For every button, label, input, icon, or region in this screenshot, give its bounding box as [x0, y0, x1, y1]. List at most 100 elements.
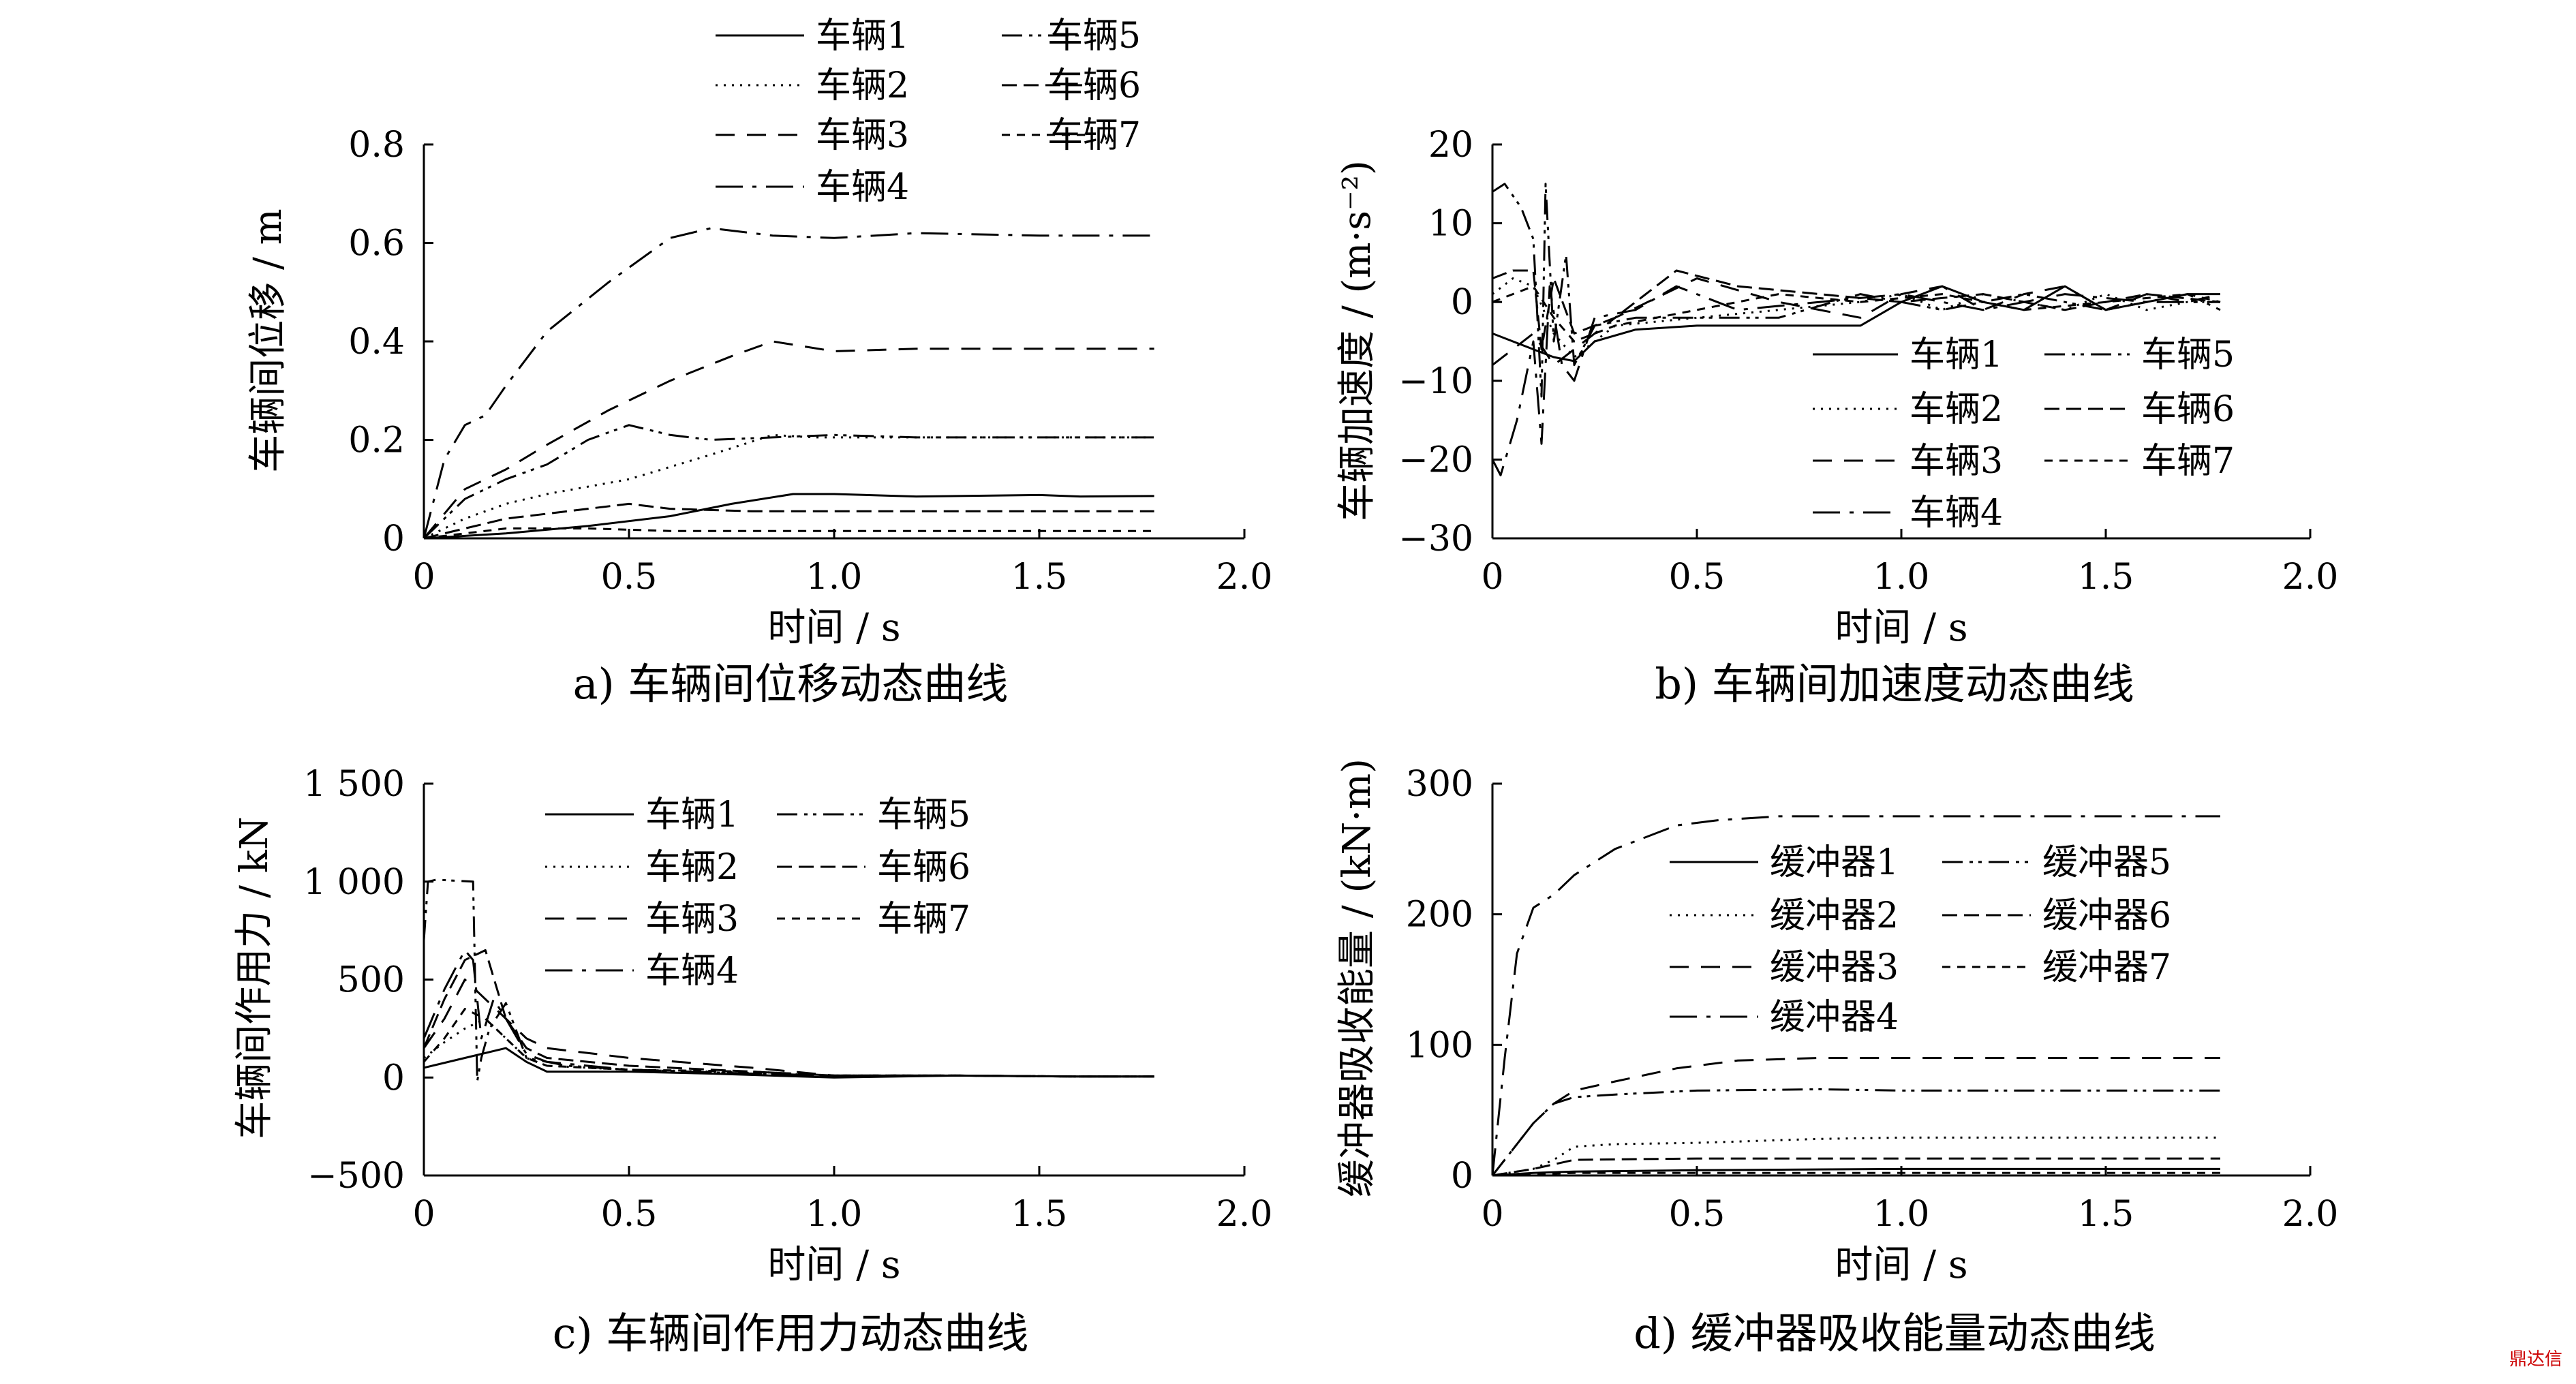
- series-line-6: [1492, 1157, 2220, 1177]
- x-tick-label: 1.5: [1011, 1194, 1068, 1235]
- x-tick-label: 2.0: [1216, 557, 1273, 598]
- y-axis-label: 缓冲器吸收能量 / (kN·m): [1335, 758, 1379, 1197]
- x-tick-label: 2.0: [1216, 1194, 1273, 1235]
- panel-caption: a) 车辆间位移动态曲线: [573, 659, 1009, 709]
- y-tick-label: 200: [1406, 895, 1473, 936]
- legend-label: 车辆4: [645, 951, 739, 991]
- y-tick-label: 20: [1428, 125, 1473, 166]
- series-line-4: [1491, 815, 2220, 1176]
- legend-label: 车辆5: [2141, 335, 2235, 375]
- y-tick-label: 1 000: [303, 862, 405, 903]
- y-tick-label: 0.8: [348, 125, 405, 166]
- legend-label: 车辆1: [645, 795, 739, 835]
- legend-label: 缓冲器4: [1770, 997, 1899, 1038]
- series-line-3: [423, 340, 1154, 539]
- legend-label: 车辆5: [1047, 16, 1141, 57]
- x-axis-label: 时间 / s: [1835, 606, 1967, 650]
- series-line-4: [423, 227, 1154, 539]
- legend-label: 缓冲器7: [2042, 947, 2171, 988]
- panel-a-displacement: 0 0.5 1.0 1.5 2.0 0 0.2 0.4 0.6 0.8 时间 / s 车辆间位移 / …: [246, 16, 1272, 709]
- panel-caption: d) 缓冲器吸收能量动态曲线: [1634, 1308, 2156, 1358]
- y-tick-label: 0.2: [348, 420, 405, 461]
- x-tick-label: 2.0: [2282, 1194, 2339, 1235]
- x-tick-label: 1.0: [1873, 557, 1930, 598]
- series-line-2: [1492, 277, 2220, 358]
- series-line-5: [1491, 1088, 2220, 1176]
- legend-label: 车辆1: [1910, 335, 2003, 375]
- legend-label: 车辆2: [645, 847, 739, 888]
- legend-label: 缓冲器5: [2042, 842, 2171, 883]
- series-line-4: [1491, 285, 2220, 476]
- legend-label: 车辆2: [1910, 389, 2003, 430]
- legend-label: 车辆2: [816, 65, 909, 106]
- legend-label: 车辆6: [877, 847, 970, 888]
- series-line-7: [423, 1008, 1154, 1078]
- series-line-5: [423, 424, 1154, 540]
- x-tick-label: 1.5: [2078, 557, 2134, 598]
- watermark-text: 鼎达信: [2509, 1349, 2562, 1370]
- x-axis-label: 时间 / s: [767, 1243, 900, 1287]
- series-line-6: [423, 502, 1154, 540]
- x-tick-label: 0.5: [601, 1194, 658, 1235]
- series-line-5: [1492, 183, 2221, 398]
- legend-label: 车辆5: [877, 795, 970, 835]
- legend-label: 车辆7: [1047, 115, 1141, 156]
- y-tick-label: 0: [382, 519, 405, 559]
- legend-label: 车辆6: [1047, 65, 1141, 106]
- series-line-3: [1491, 1057, 2220, 1176]
- x-tick-label: 1.0: [806, 557, 863, 598]
- x-tick-label: 1.0: [806, 1194, 863, 1235]
- y-tick-label: 10: [1428, 204, 1473, 245]
- panel-b-acceleration: 0 0.5 1.0 1.5 2.0 −30 −20 −10 0 10 20 时间 / s 车辆加速度 /…: [1335, 125, 2338, 709]
- panel-caption: b) 车辆间加速度动态曲线: [1655, 659, 2134, 709]
- legend-label: 车辆7: [877, 899, 970, 940]
- x-tick-label: 0: [412, 557, 435, 598]
- legend-label: 缓冲器2: [1770, 895, 1899, 936]
- legend-label: 车辆1: [816, 16, 909, 57]
- series-line-6: [423, 949, 1154, 1078]
- y-tick-label: 0: [382, 1058, 405, 1098]
- y-axis-label: 车辆加速度 / (m·s⁻²): [1335, 160, 1379, 521]
- y-tick-label: −30: [1398, 519, 1473, 559]
- x-tick-label: 0: [412, 1194, 435, 1235]
- y-tick-label: −500: [307, 1156, 405, 1197]
- legend-label: 缓冲器1: [1770, 842, 1899, 883]
- legend-label: 缓冲器6: [2042, 895, 2171, 936]
- y-tick-label: 100: [1406, 1025, 1473, 1066]
- x-tick-label: 2.0: [2282, 557, 2339, 598]
- series-line-2: [423, 1017, 1154, 1078]
- y-tick-label: 0: [1451, 1156, 1473, 1197]
- x-tick-label: 1.5: [1011, 557, 1068, 598]
- legend-label: 车辆3: [1910, 441, 2003, 482]
- y-tick-label: 300: [1406, 764, 1473, 805]
- series-line-7: [423, 527, 1154, 540]
- x-tick-label: 1.0: [1873, 1194, 1930, 1235]
- legend-label: 车辆3: [645, 899, 739, 940]
- legend-label: 车辆6: [2141, 389, 2235, 430]
- x-tick-label: 0.5: [1669, 1194, 1726, 1235]
- series-line-5: [423, 878, 1154, 1083]
- x-axis-label: 时间 / s: [1835, 1243, 1967, 1287]
- y-tick-label: −20: [1398, 440, 1473, 480]
- series-line-4: [423, 949, 1154, 1078]
- legend-label: 缓冲器3: [1770, 947, 1899, 988]
- panel-d-energy: 0 0.5 1.0 1.5 2.0 0 100 200 300 时间 / s 缓冲器吸收能量 / (…: [1335, 758, 2338, 1358]
- y-tick-label: 0.4: [348, 322, 405, 363]
- x-axis-label: 时间 / s: [767, 606, 900, 650]
- x-tick-label: 1.5: [2078, 1194, 2134, 1235]
- series-line-2: [423, 433, 1154, 540]
- y-tick-label: 500: [337, 960, 405, 1001]
- series-line-6: [1492, 269, 2221, 351]
- panel-caption: c) 车辆间作用力动态曲线: [553, 1308, 1029, 1358]
- y-axis-label: 车辆间位移 / m: [246, 209, 290, 473]
- y-tick-label: 0: [1451, 282, 1473, 323]
- legend-label: 车辆3: [816, 115, 909, 156]
- x-tick-label: 0.5: [1669, 557, 1726, 598]
- legend-label: 车辆4: [1910, 493, 2003, 534]
- series-line-3: [1492, 277, 2221, 367]
- x-tick-label: 0: [1481, 1194, 1503, 1235]
- series-line-1: [1492, 1167, 2220, 1177]
- series-line-7: [1492, 285, 2221, 343]
